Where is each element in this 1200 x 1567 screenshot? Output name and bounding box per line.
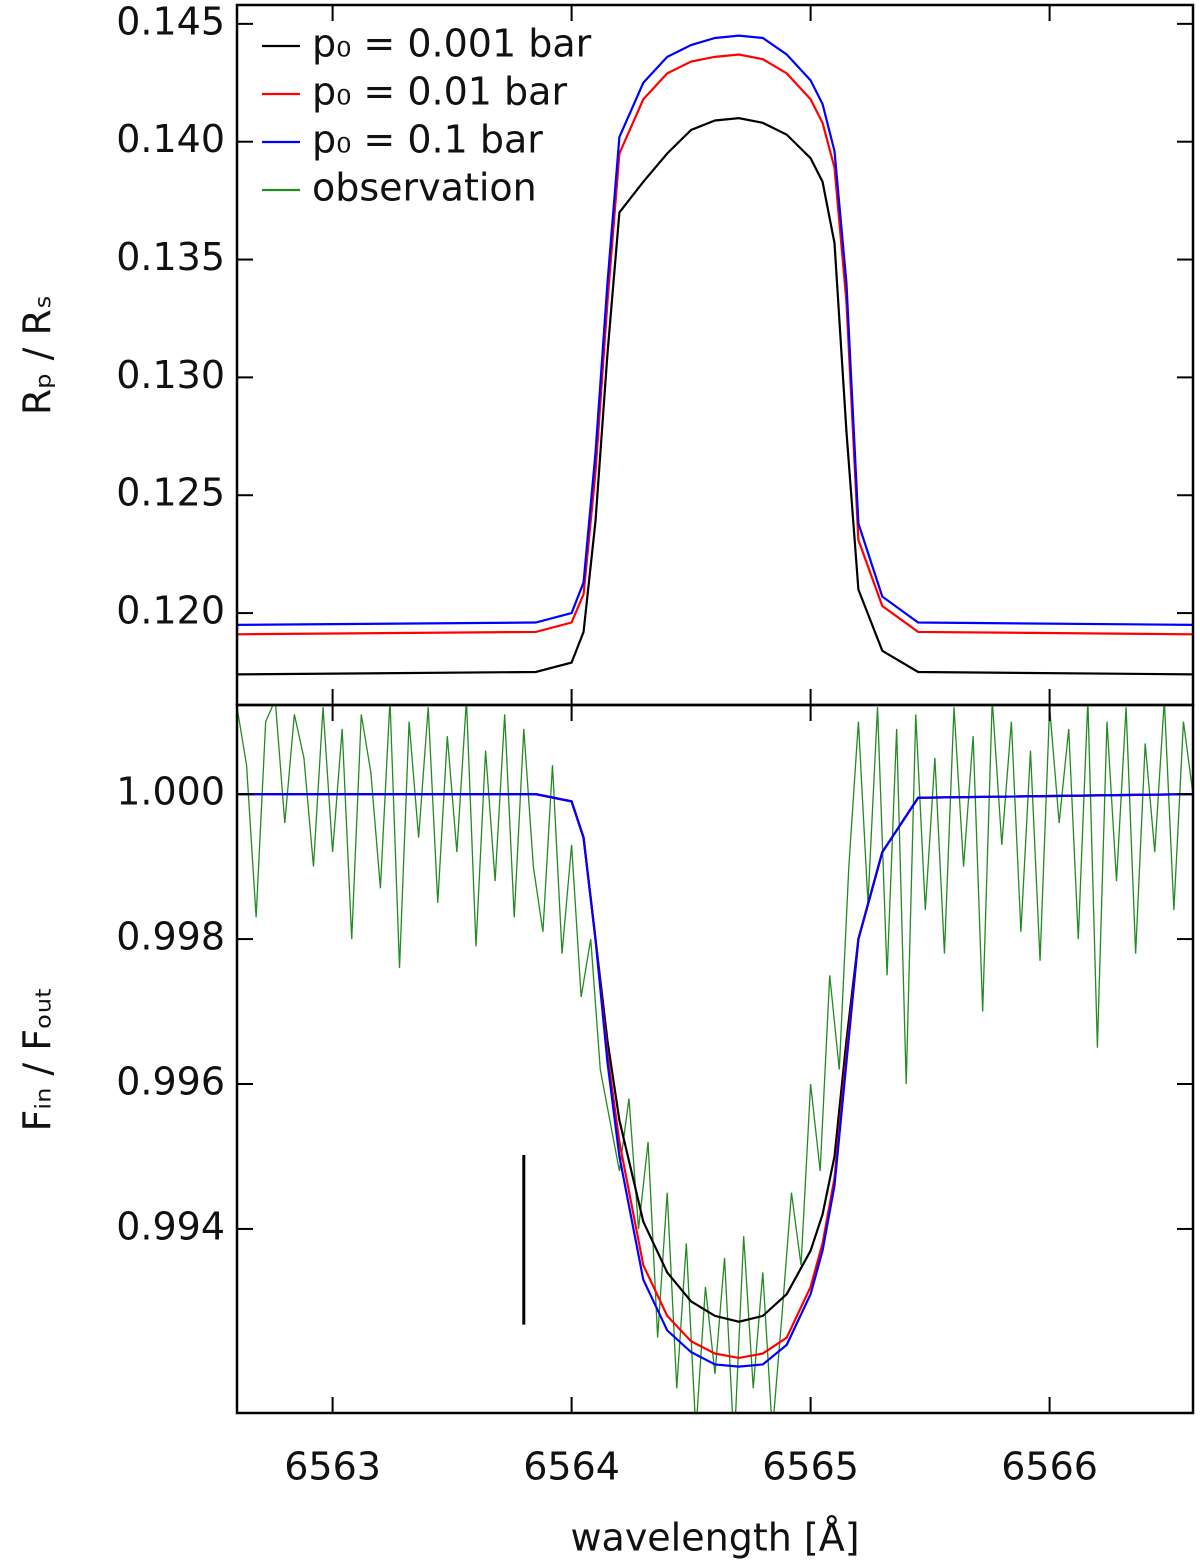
y-axis-label: Fᵢₙ / Fₒᵤₜ (16, 987, 60, 1132)
y-tick-label: 1.000 (116, 770, 225, 814)
y-tick-label: 0.135 (116, 235, 225, 279)
y-axis-label: Rₚ / Rₛ (16, 295, 60, 415)
model-line (237, 117, 1193, 676)
plot-area (237, 705, 1193, 1413)
y-tick-label: 0.145 (116, 0, 225, 43)
y-tick-label: 0.130 (116, 353, 225, 397)
legend-label: observation (312, 166, 537, 210)
legend-label: p₀ = 0.1 bar (312, 118, 543, 162)
y-tick-label: 0.996 (116, 1060, 225, 1104)
x-tick-label: 6564 (523, 1445, 620, 1489)
x-tick-label: 6563 (284, 1445, 381, 1489)
x-tick-label: 6565 (762, 1445, 859, 1489)
model-line (237, 793, 1193, 1323)
legend-label: p₀ = 0.01 bar (312, 70, 567, 114)
y-tick-label: 0.125 (116, 471, 225, 515)
x-tick-label: 6566 (1001, 1445, 1098, 1489)
y-tick-label: 0.120 (116, 589, 225, 633)
model-line (237, 34, 1193, 626)
plot-area (237, 34, 1193, 676)
model-line (237, 793, 1193, 1368)
axes-frame (235, 703, 1195, 1415)
x-axis-label: wavelength [Å] (570, 1516, 859, 1560)
y-tick-label: 0.994 (116, 1204, 225, 1248)
observation-line (237, 705, 1193, 1413)
legend-label: p₀ = 0.001 bar (312, 22, 592, 66)
y-tick-label: 0.140 (116, 117, 225, 161)
y-tick-label: 0.998 (116, 915, 225, 959)
